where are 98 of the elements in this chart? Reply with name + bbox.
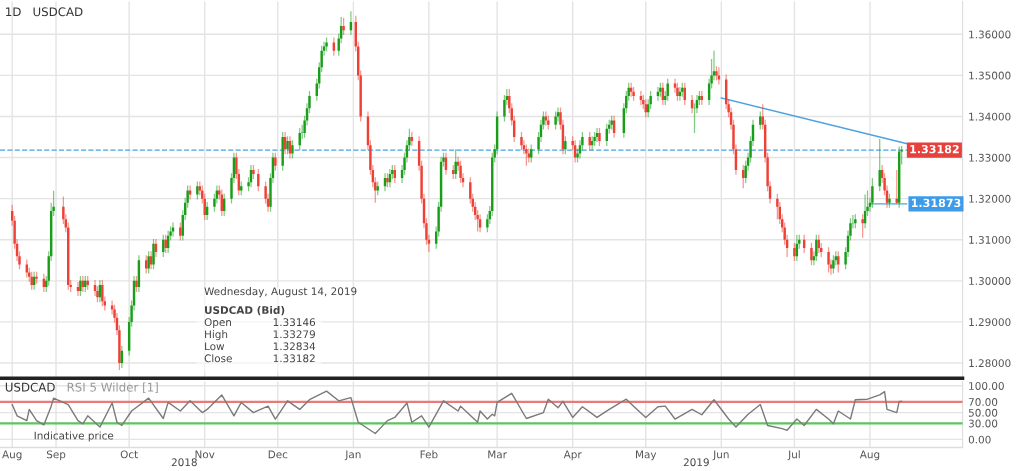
x-tick-label: Sep [46,450,66,461]
candlestick [676,82,679,102]
candlestick [598,127,601,147]
candlestick [632,86,635,102]
candlestick [503,94,506,123]
annotation: 1.32834 [273,342,316,351]
candlestick [829,258,833,276]
candlestick [386,172,389,188]
candlestick [35,271,38,285]
candlestick [749,135,752,164]
chart-subtitle: RSI 5 Wilder [1] [67,382,158,394]
candlestick [542,110,545,131]
candlestick [459,160,462,184]
candlestick [171,221,175,238]
x-tick-label: Aug [859,450,880,461]
candlestick [230,172,233,205]
candlestick [793,242,796,262]
candlestick [520,131,523,151]
annotation: High [205,330,228,341]
x-tick-label: Jul [787,450,800,461]
candlestick [593,131,596,147]
candlestick [213,193,216,213]
candlestick [425,217,428,246]
candlestick [247,176,250,192]
y-tick-label: 30.00 [968,419,998,428]
annotation: 1.33146 [273,318,316,327]
candlestick [844,246,847,270]
y-tick-label: 100.00 [969,382,1004,390]
y-tick-label: 70.00 [968,398,998,406]
annotation: 1.33182 [273,354,315,363]
annotation: Close [204,354,232,363]
candlestick [871,177,874,209]
text: 2019 [683,458,709,467]
candlestick [544,110,548,127]
candlestick [537,131,540,155]
x-tick-label: Dec [268,450,288,459]
candlestick [308,90,311,114]
y-tick-label: 1.33000 [969,153,1011,162]
candlestick [18,250,21,270]
candlestick [325,36,328,53]
candlestick [827,246,830,274]
y-tick-label: 1.34000 [969,112,1011,121]
annotation: Indicative price [34,431,114,442]
x-tick-label: Jan [344,450,361,461]
annotation: USDCAD (Bid) [205,305,285,316]
candlestick [849,217,852,242]
annotation: Low [205,342,225,351]
x-tick-label: Feb [420,450,438,459]
candlestick [888,193,891,209]
candlestick [79,275,82,297]
candlestick [252,164,255,180]
y-tick-label: 1.29000 [969,318,1011,327]
candlestick [883,172,886,196]
candlestick [710,58,713,90]
candlestick [291,139,294,160]
chart-subtitle: USDCAD [33,7,83,17]
y-tick-label: 1.28000 [969,359,1011,368]
x-tick-label: Nov [195,450,215,459]
candlestick [442,152,445,168]
candlestick [581,131,584,151]
chart-title: 1D [6,7,21,17]
annotation: 1.33279 [273,330,315,339]
y-tick-label: 1.36000 [969,30,1011,39]
candlestick [554,110,557,131]
candlestick [113,304,116,324]
y-tick-label: 50.00 [968,408,998,417]
y-tick-label: 1.31000 [969,235,1011,244]
candlestick [96,285,99,303]
candlestick [169,225,172,242]
candlestick [832,254,835,275]
candlestick [130,299,133,328]
candlestick [188,184,192,201]
candlestick [559,106,562,131]
candlestick [810,242,813,266]
x-tick-label: Apr [563,450,582,461]
ref-line-label: 1.33182 [910,144,959,154]
x-tick-label: Aug [2,450,22,461]
candlestick [403,152,406,176]
chart-title: USDCAD [5,382,55,392]
candlestick [286,135,289,155]
annotation: Open [204,318,231,329]
annotation: Wednesday, August 14, 2019 [204,287,357,298]
x-tick-label: Mar [488,450,507,459]
candlestick [110,299,114,316]
text: 2018 [171,458,197,467]
candlestick [342,17,345,36]
x-tick-label: Oct [120,450,138,459]
candlestick [135,275,138,293]
x-tick-label: May [636,450,657,461]
y-tick-label: 0.00 [968,435,991,444]
y-tick-label: 1.32000 [969,194,1011,203]
candlestick [576,147,579,164]
annotation: 1.31873 [911,198,961,208]
candlestick [715,65,718,81]
candlestick [866,189,869,217]
y-tick-label: 1.35000 [969,71,1011,80]
x-tick-label: Jun [712,450,729,461]
y-tick-label: 1.30000 [969,277,1011,285]
